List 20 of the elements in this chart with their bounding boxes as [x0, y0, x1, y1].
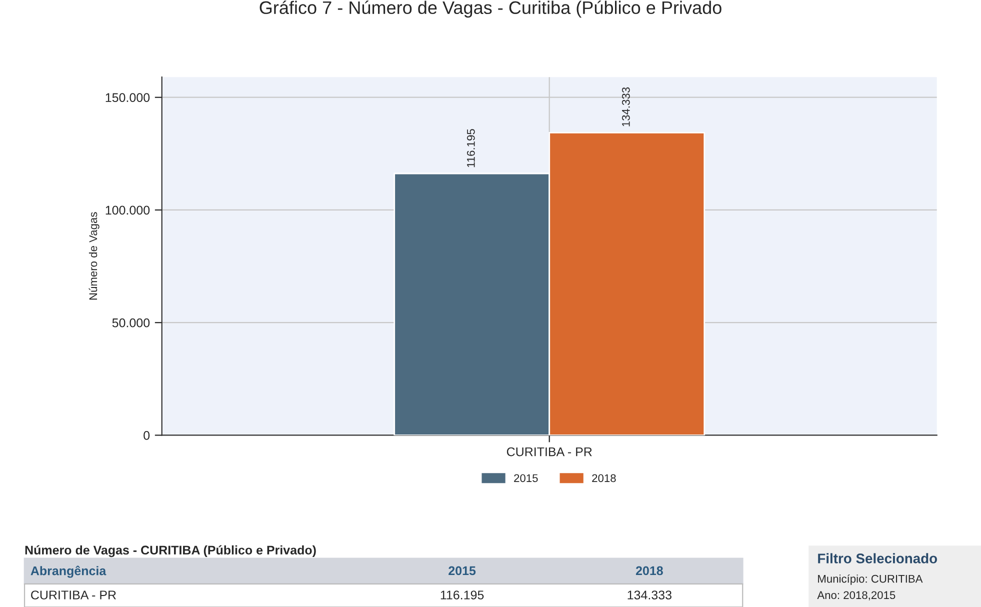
- text: 2018: [636, 566, 663, 576]
- y-tick-label: 0: [144, 431, 150, 440]
- text: 116.195: [440, 590, 484, 600]
- text: 134.333: [628, 590, 672, 600]
- legend-label: 2018: [592, 474, 616, 482]
- legend-label: 2015: [514, 474, 538, 482]
- data-label: 134.333: [622, 87, 630, 126]
- text: Município: CURITIBA: [818, 574, 923, 585]
- text: Ano: 2018,2015: [817, 591, 896, 600]
- chart-title: Gráfico 7 - Número de Vagas - Curitiba (Público e Privado: [260, 0, 722, 18]
- text: Abrangência: [30, 566, 106, 578]
- data-label: 116.195: [466, 129, 475, 168]
- y-tick-label: 50.000: [112, 318, 150, 328]
- y-axis-title: Número de Vagas: [88, 212, 100, 300]
- text: Filtro Selecionado: [818, 553, 938, 564]
- y-tick-label: 150.000: [106, 93, 150, 102]
- text: Número de Vagas - CURITIBA (Público e Privado): [25, 545, 316, 558]
- text: 2015: [448, 566, 476, 576]
- y-tick-label: 100.000: [106, 206, 150, 215]
- category-label: CURITIBA - PR: [31, 590, 116, 600]
